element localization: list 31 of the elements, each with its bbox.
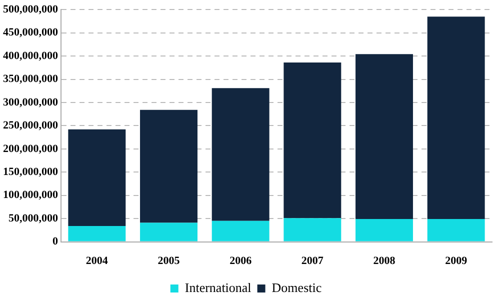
y-tick-label: 400,000,000: [3, 50, 58, 62]
y-tick-label: 50,000,000: [8, 212, 58, 224]
y-tick-label: 0: [52, 236, 58, 248]
bar: [212, 88, 270, 221]
y-tick-label: 150,000,000: [3, 166, 58, 178]
legend-label: Domestic: [272, 280, 322, 295]
y-tick-label: 200,000,000: [3, 142, 58, 155]
bar: [68, 129, 126, 226]
legend-label: International: [184, 280, 252, 295]
bar: [284, 62, 342, 218]
y-tick-label: 100,000,000: [3, 189, 58, 202]
y-tick-label: 300,000,000: [3, 96, 58, 108]
bar: [427, 16, 485, 220]
bar: [140, 222, 198, 242]
bar: [427, 219, 485, 242]
y-tick-label: 500,000,000: [3, 3, 58, 16]
bar: [68, 226, 126, 242]
y-tick-label: 450,000,000: [3, 26, 58, 39]
bar: [140, 110, 198, 223]
bar: [212, 220, 270, 242]
x-tick-label: 2006: [230, 255, 252, 268]
y-tick-label: 250,000,000: [3, 120, 58, 132]
x-tick-label: 2008: [373, 255, 396, 268]
y-tick-label: 350,000,000: [3, 73, 58, 86]
bar: [356, 219, 413, 242]
bar: [356, 54, 413, 220]
x-tick-label: 2009: [445, 255, 468, 268]
x-tick-label: 2007: [301, 255, 324, 268]
bar: [284, 218, 342, 242]
x-tick-label: 2005: [158, 255, 180, 268]
x-tick-label: 2004: [86, 255, 108, 268]
